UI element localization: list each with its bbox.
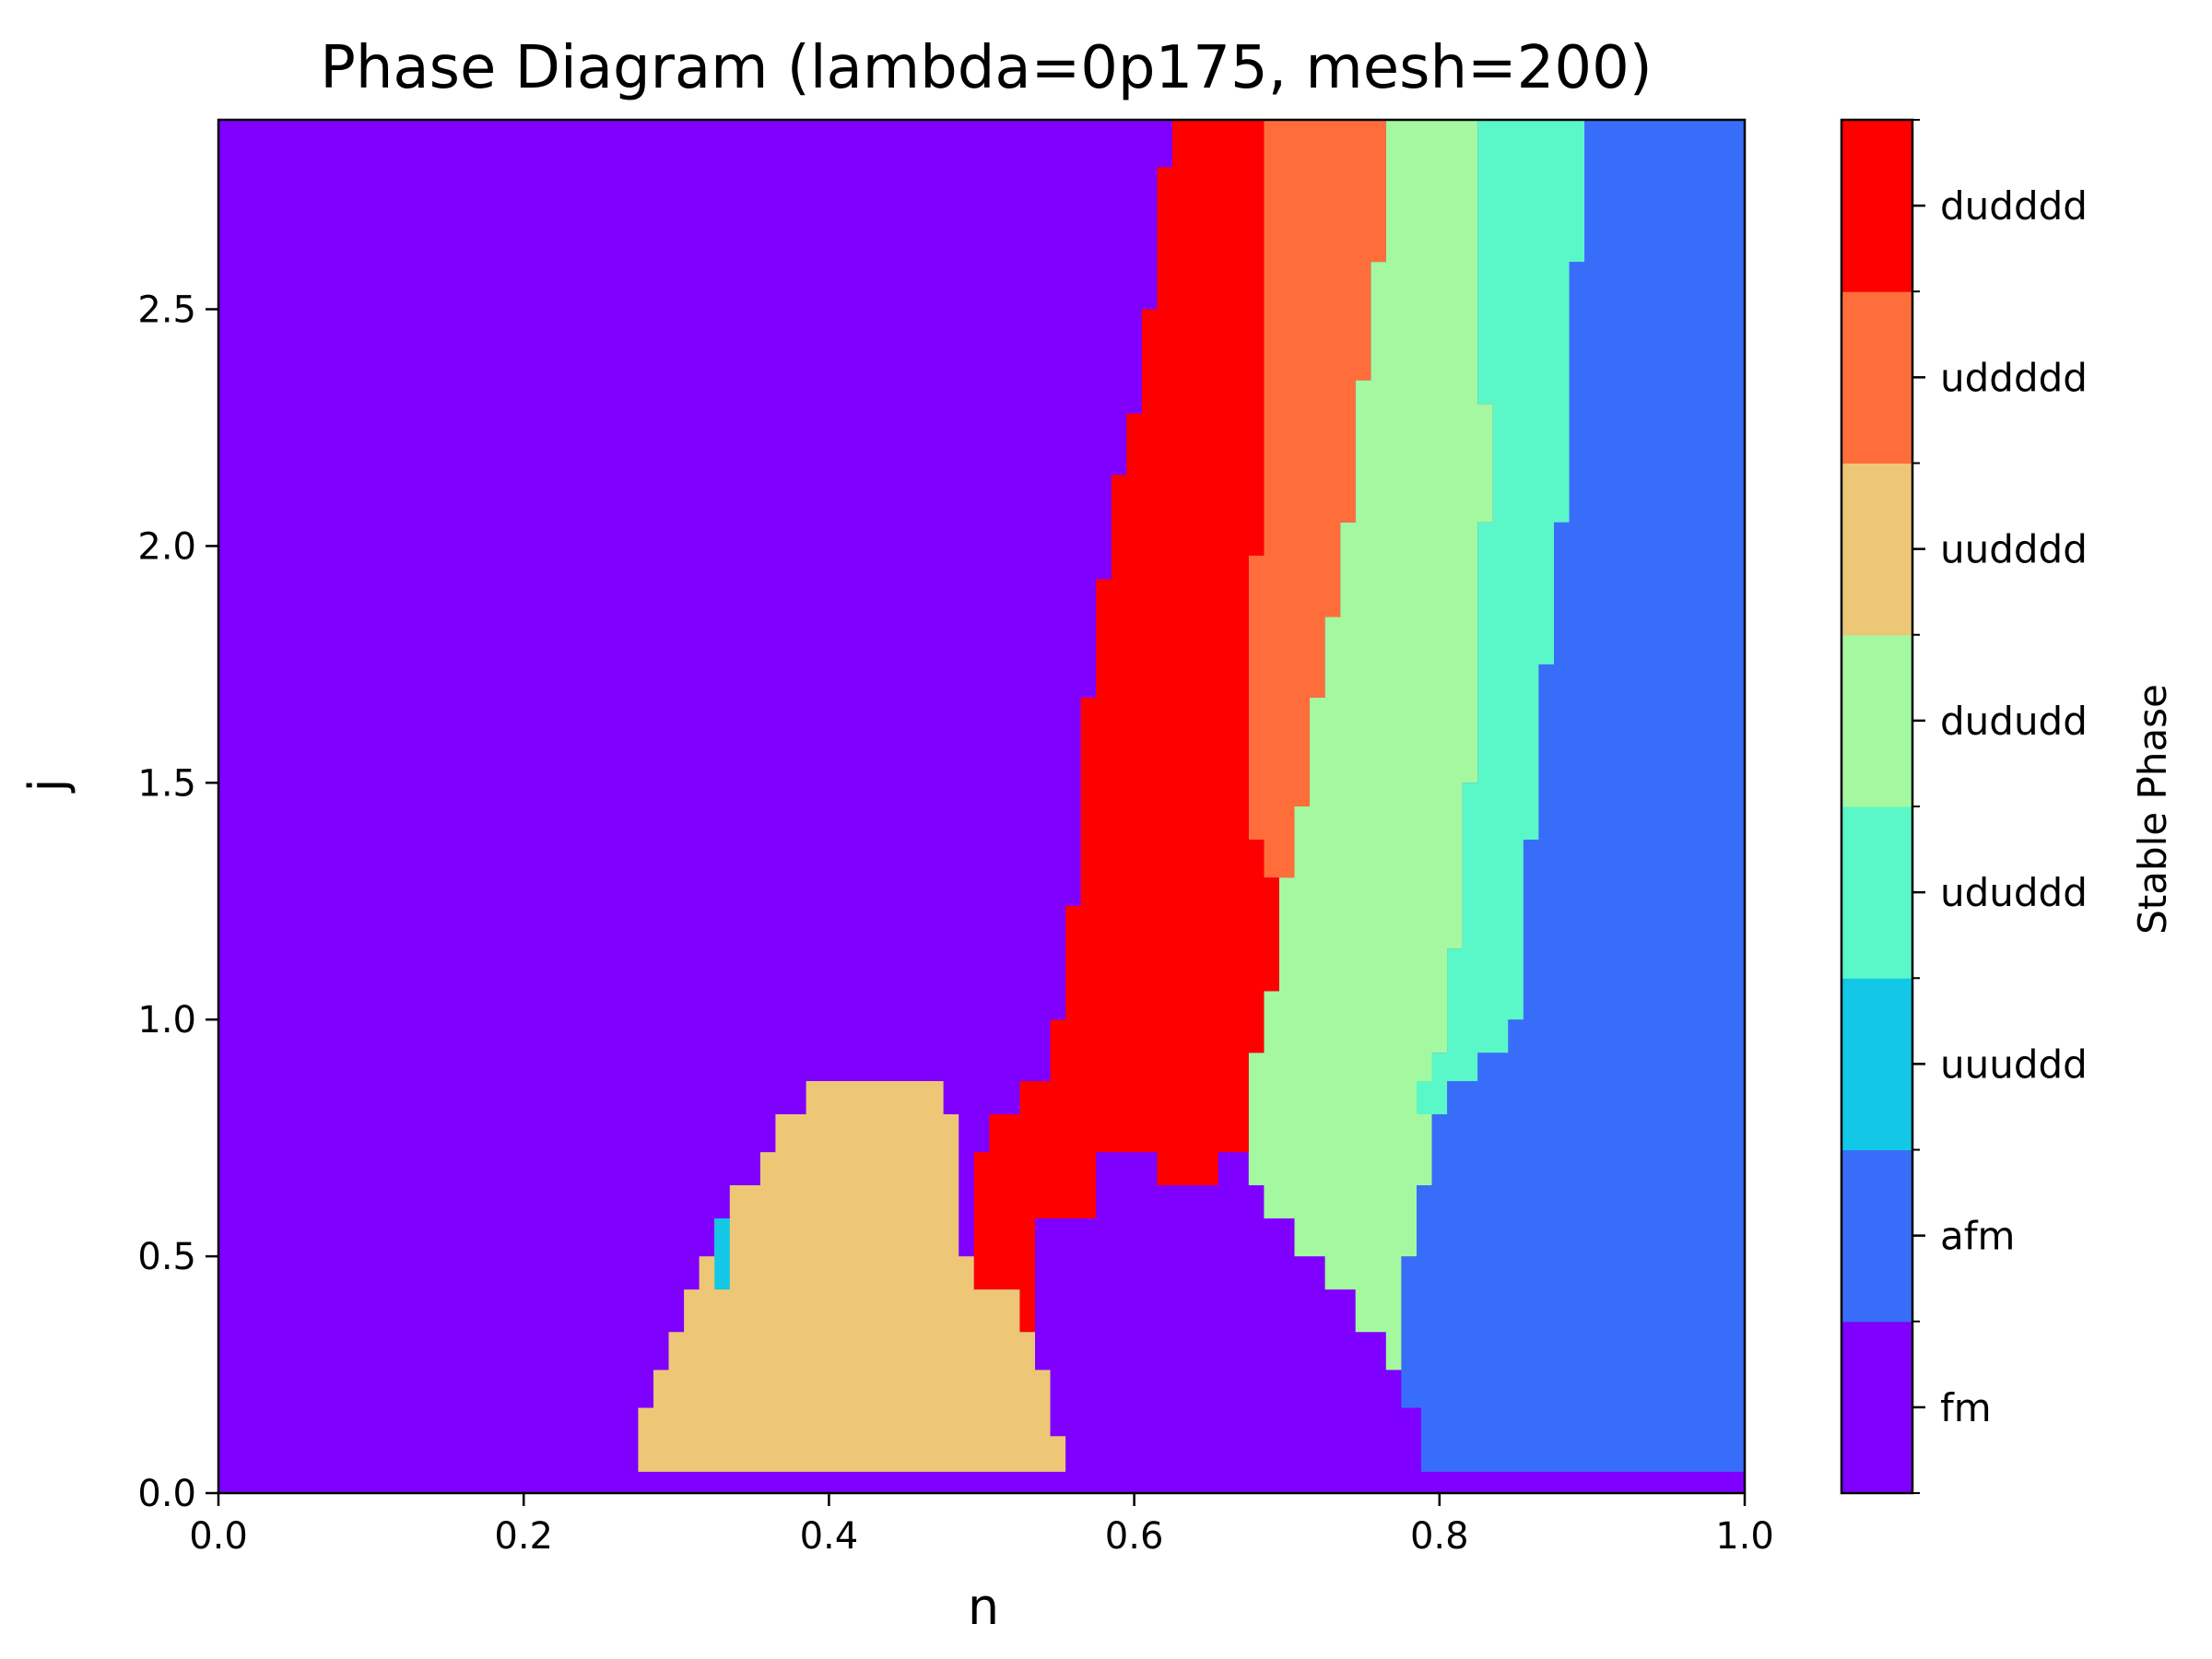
phase-region-uuuddd: [714, 1218, 730, 1290]
phase-regions: [638, 120, 1745, 1472]
phase-region-ududdd: [1417, 120, 1585, 1114]
y-axis-ticks: 0.0 0.5 1.0 1.5 2.0 2.5: [137, 289, 218, 1515]
x-tick-label: 0.4: [800, 1515, 859, 1558]
y-tick-label: 2.5: [137, 289, 196, 332]
chart-title: Phase Diagram (lambda=0p175, mesh=200): [320, 34, 1653, 102]
colorbar-tick-label: ududdd: [1940, 870, 2088, 915]
colorbar-swatch-uudddd: [1841, 463, 1912, 636]
y-tick-label: 1.0: [137, 999, 196, 1041]
plot-frame: [217, 118, 1747, 1495]
phase-region-uudddd: [638, 1081, 1066, 1472]
y-axis-label: j: [18, 778, 76, 793]
colorbar-label: Stable Phase: [2130, 684, 2175, 935]
phase-region-dudddd: [973, 120, 1279, 1333]
y-tick-label: 1.5: [137, 762, 196, 805]
y-tick-label: 2.0: [137, 525, 196, 568]
phase-region-uddddd: [1248, 120, 1386, 878]
colorbar-swatch-ududdd: [1841, 806, 1912, 979]
x-tick-label: 0.6: [1105, 1515, 1164, 1558]
colorbar-swatch-uuuddd: [1841, 978, 1912, 1150]
x-tick-label: 0.2: [494, 1515, 553, 1558]
x-tick-label: 0.0: [189, 1515, 248, 1558]
colorbar-swatch-dudddd: [1841, 120, 1912, 292]
colorbar-tick-label: fm: [1940, 1385, 1992, 1430]
x-axis-ticks: 0.0 0.2 0.4 0.6 0.8 1.0: [189, 1493, 1774, 1558]
phase-region-dududd: [1248, 120, 1493, 1371]
plot-area: [217, 118, 1747, 1495]
x-axis-label: n: [968, 1578, 999, 1636]
phase-region-afm: [1401, 120, 1745, 1472]
colorbar-tick-label: uuuddd: [1940, 1041, 2088, 1087]
y-tick-label: 0.5: [137, 1236, 196, 1278]
colorbar-tick-label: dududd: [1940, 699, 2088, 744]
colorbar-tick-label: dudddd: [1940, 183, 2088, 229]
colorbar-swatch-fm: [1841, 1321, 1912, 1494]
colorbar-tick-label: uddddd: [1940, 355, 2088, 400]
x-tick-label: 0.8: [1410, 1515, 1469, 1558]
colorbar-tick-label: afm: [1940, 1214, 2015, 1259]
colorbar: fm afm uuuddd ududdd dududd uudddd uddddd duddd…: [1840, 118, 2088, 1495]
colorbar-swatch-afm: [1841, 1149, 1912, 1323]
colorbar-swatch-dududd: [1841, 634, 1912, 807]
y-tick-label: 0.0: [137, 1473, 196, 1515]
colorbar-swatch-uddddd: [1841, 291, 1912, 464]
colorbar-tick-label: uudddd: [1940, 527, 2088, 572]
x-tick-label: 1.0: [1715, 1515, 1774, 1558]
